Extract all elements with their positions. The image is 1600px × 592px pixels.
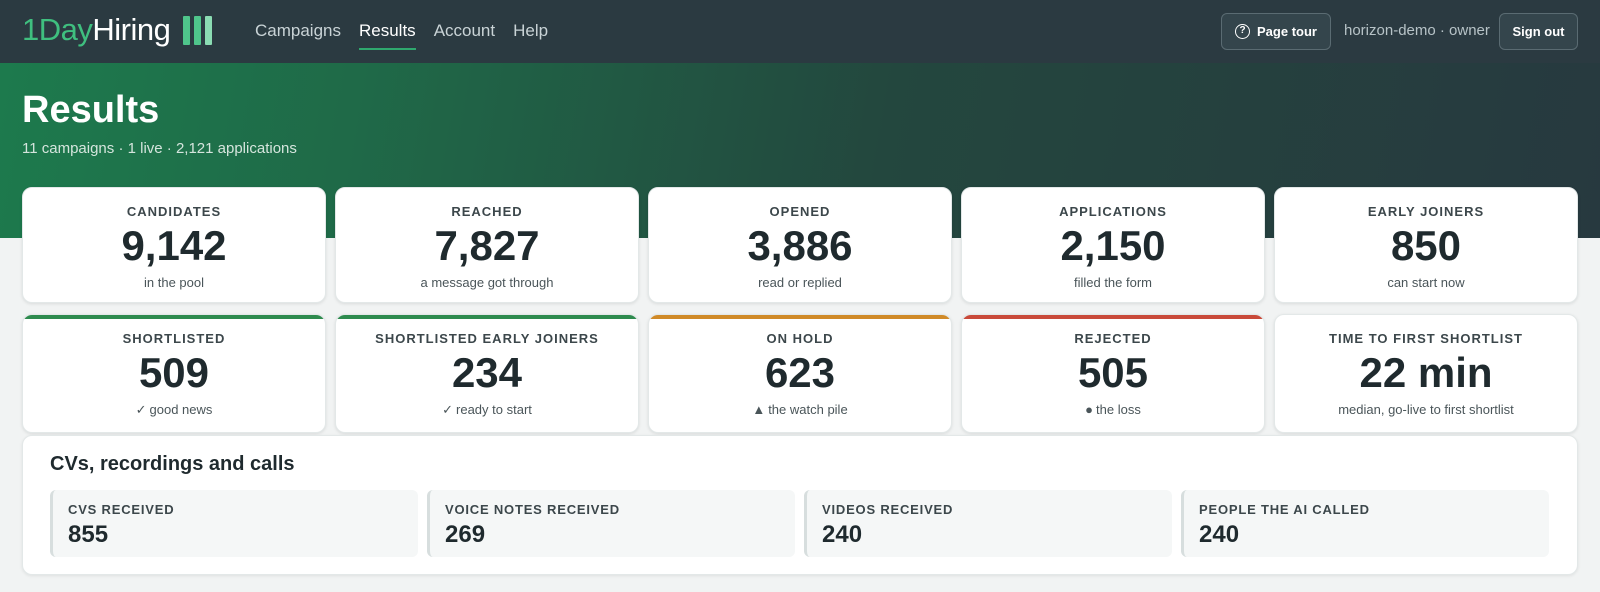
check-icon: ✓: [135, 402, 147, 417]
stat-sub-text: good news: [149, 402, 213, 417]
page-tour-button[interactable]: ? Page tour: [1221, 13, 1331, 50]
nav-campaigns[interactable]: Campaigns: [255, 21, 341, 40]
stat-value: 623: [764, 349, 836, 396]
page-subtitle: 11 campaigns · 1 live · 2,121 applicatio…: [22, 140, 297, 157]
stat-label: OPENED: [769, 204, 831, 219]
stat-value: 22 min: [1359, 349, 1493, 396]
stat-sub: can start now: [1387, 275, 1465, 290]
media-stat-label: VIDEOS RECEIVED: [822, 502, 954, 517]
user-account-label: horizon-demo · owner: [1344, 22, 1490, 39]
media-panel: CVs, recordings and calls CVS RECEIVED 8…: [22, 435, 1578, 575]
stat-sub-text: the loss: [1096, 402, 1141, 417]
media-stat-ai-calls: PEOPLE THE AI CALLED 240: [1181, 490, 1549, 557]
stat-value: 509: [138, 349, 210, 396]
stat-sub: median, go-live to first shortlist: [1338, 402, 1514, 417]
stat-value: 7,827: [434, 222, 540, 269]
main-nav: Campaigns Results Account Help: [255, 0, 566, 63]
stat-value: 3,886: [747, 222, 853, 269]
stat-card-on-hold: ON HOLD 623 ▲ the watch pile: [648, 314, 952, 433]
logo-bars-icon: [183, 15, 213, 45]
stat-sub: ✓ ready to start: [336, 402, 638, 418]
stat-card-applications: APPLICATIONS 2,150 filled the form: [961, 187, 1265, 303]
accent-bar: [336, 315, 638, 319]
stat-sub: ● the loss: [962, 402, 1264, 417]
stat-sub: in the pool: [144, 275, 204, 290]
stat-label: SHORTLISTED EARLY JOINERS: [375, 331, 599, 346]
stat-sub: ✓ good news: [23, 402, 325, 418]
top-navigation-bar: 1Day Hiring Campaigns Results Account Hel…: [0, 0, 1600, 63]
stat-sub: read or replied: [758, 275, 842, 290]
stat-card-shortlisted: SHORTLISTED 509 ✓ good news: [22, 314, 326, 433]
stat-label: TIME TO FIRST SHORTLIST: [1329, 331, 1523, 346]
stat-card-opened: OPENED 3,886 read or replied: [648, 187, 952, 303]
media-stat-label: PEOPLE THE AI CALLED: [1199, 502, 1370, 517]
media-stat-value: 269: [445, 521, 486, 548]
stat-value: 9,142: [121, 222, 227, 269]
stat-label: SHORTLISTED: [122, 331, 226, 346]
stat-label: REJECTED: [1074, 331, 1152, 346]
nav-help[interactable]: Help: [513, 21, 549, 40]
media-stat-voice-notes: VOICE NOTES RECEIVED 269: [427, 490, 795, 557]
stat-sub-text: ready to start: [456, 402, 532, 417]
stat-value: 2,150: [1060, 222, 1166, 269]
stat-card-candidates: CANDIDATES 9,142 in the pool: [22, 187, 326, 303]
accent-bar: [23, 315, 325, 319]
stat-card-reached: REACHED 7,827 a message got through: [335, 187, 639, 303]
stat-sub: ▲ the watch pile: [649, 402, 951, 417]
media-stat-label: VOICE NOTES RECEIVED: [445, 502, 620, 517]
media-stat-value: 855: [68, 521, 109, 548]
stat-card-rejected: REJECTED 505 ● the loss: [961, 314, 1265, 433]
check-icon: ✓: [442, 402, 454, 417]
page-tour-label: Page tour: [1257, 24, 1317, 39]
media-stat-label: CVS RECEIVED: [68, 502, 175, 517]
accent-bar: [649, 315, 951, 319]
media-stat-value: 240: [1199, 521, 1240, 548]
stat-value: 850: [1390, 222, 1462, 269]
logo-day-text: 1Day: [22, 12, 93, 47]
stat-value: 234: [451, 349, 523, 396]
media-stat-value: 240: [822, 521, 863, 548]
media-stat-videos: VIDEOS RECEIVED 240: [804, 490, 1172, 557]
stat-label: ON HOLD: [766, 331, 834, 346]
page-title: Results: [22, 89, 160, 131]
accent-bar: [962, 315, 1264, 319]
stat-card-early-joiners: EARLY JOINERS 850 can start now: [1274, 187, 1578, 303]
stat-sub-text: the watch pile: [768, 402, 848, 417]
nav-account[interactable]: Account: [433, 21, 496, 40]
logo-hiring-text: Hiring: [92, 12, 171, 47]
stat-sub: a message got through: [420, 275, 554, 290]
stat-label: REACHED: [451, 204, 523, 219]
nav-results[interactable]: Results: [359, 0, 416, 63]
triangle-up-icon: ▲: [752, 402, 766, 417]
sign-out-button[interactable]: Sign out: [1499, 13, 1578, 50]
stat-sub: filled the form: [1073, 275, 1153, 290]
stat-label: EARLY JOINERS: [1367, 204, 1485, 219]
stat-label: APPLICATIONS: [1059, 204, 1167, 219]
media-panel-title: CVs, recordings and calls: [50, 453, 295, 475]
stat-card-time-to-first-shortlist: TIME TO FIRST SHORTLIST 22 min median, g…: [1274, 314, 1578, 433]
help-circle-icon: ?: [1235, 24, 1251, 39]
stat-card-shortlisted-early-joiners: SHORTLISTED EARLY JOINERS 234 ✓ ready to …: [335, 314, 639, 433]
media-stat-cvs: CVS RECEIVED 855: [50, 490, 418, 557]
stat-value: 505: [1077, 349, 1149, 396]
app-logo[interactable]: 1Day Hiring: [22, 12, 213, 48]
stat-label: CANDIDATES: [126, 204, 222, 219]
circle-icon: ●: [1085, 402, 1094, 417]
